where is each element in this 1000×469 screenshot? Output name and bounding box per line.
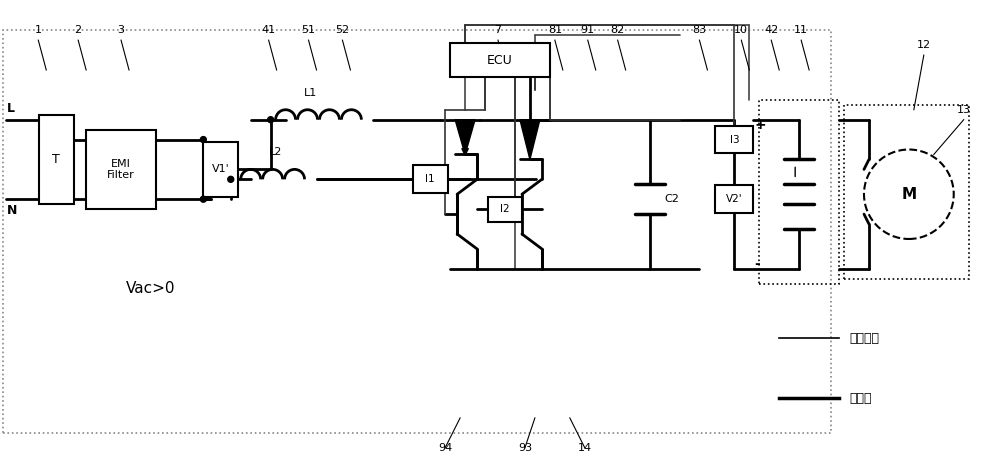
Text: 主电路: 主电路 bbox=[849, 392, 872, 405]
Text: V1': V1' bbox=[212, 165, 230, 174]
Text: L: L bbox=[6, 102, 14, 115]
Circle shape bbox=[200, 136, 206, 143]
Text: +: + bbox=[754, 118, 766, 132]
Bar bbox=[203, 142, 238, 197]
Text: 10: 10 bbox=[734, 25, 748, 35]
Text: 控制电路: 控制电路 bbox=[849, 332, 879, 345]
Text: 93: 93 bbox=[518, 443, 532, 453]
Text: T: T bbox=[52, 153, 60, 166]
Bar bbox=[715, 185, 753, 213]
Text: Vac>0: Vac>0 bbox=[126, 281, 176, 296]
Bar bbox=[844, 105, 969, 279]
Circle shape bbox=[268, 117, 274, 123]
Text: 14: 14 bbox=[578, 443, 592, 453]
Text: -: - bbox=[754, 257, 760, 271]
Text: V2': V2' bbox=[726, 194, 743, 204]
Text: 41: 41 bbox=[262, 25, 276, 35]
Text: 13: 13 bbox=[957, 105, 971, 115]
Text: 42: 42 bbox=[764, 25, 778, 35]
Bar bbox=[39, 115, 74, 204]
Bar bbox=[759, 100, 839, 284]
Text: EMI
Filter: EMI Filter bbox=[107, 159, 135, 180]
Bar bbox=[413, 166, 448, 193]
Text: M: M bbox=[901, 187, 916, 202]
Text: C2: C2 bbox=[665, 194, 679, 204]
Text: 12: 12 bbox=[917, 40, 931, 50]
Text: ECU: ECU bbox=[487, 53, 513, 67]
Text: 11: 11 bbox=[794, 25, 808, 35]
Text: 7: 7 bbox=[494, 25, 502, 35]
Bar bbox=[3, 30, 831, 433]
Text: 81: 81 bbox=[548, 25, 562, 35]
Text: 51: 51 bbox=[302, 25, 316, 35]
Text: 52: 52 bbox=[335, 25, 350, 35]
Text: 83: 83 bbox=[692, 25, 707, 35]
Text: 82: 82 bbox=[611, 25, 625, 35]
Text: I1: I1 bbox=[425, 174, 435, 184]
Text: 2: 2 bbox=[75, 25, 82, 35]
Text: L2: L2 bbox=[269, 147, 282, 158]
Text: I3: I3 bbox=[730, 135, 739, 144]
Text: 3: 3 bbox=[118, 25, 125, 35]
Bar bbox=[488, 197, 522, 221]
Polygon shape bbox=[520, 120, 540, 159]
Text: L1: L1 bbox=[304, 88, 317, 98]
Bar bbox=[715, 126, 753, 153]
Circle shape bbox=[200, 196, 206, 202]
Circle shape bbox=[228, 176, 234, 182]
Text: 94: 94 bbox=[438, 443, 452, 453]
Text: 1: 1 bbox=[35, 25, 42, 35]
Text: I2: I2 bbox=[500, 204, 510, 214]
Polygon shape bbox=[455, 120, 475, 154]
Text: N: N bbox=[6, 204, 17, 217]
Bar bbox=[450, 43, 550, 77]
Text: 91: 91 bbox=[581, 25, 595, 35]
Bar bbox=[86, 129, 156, 209]
